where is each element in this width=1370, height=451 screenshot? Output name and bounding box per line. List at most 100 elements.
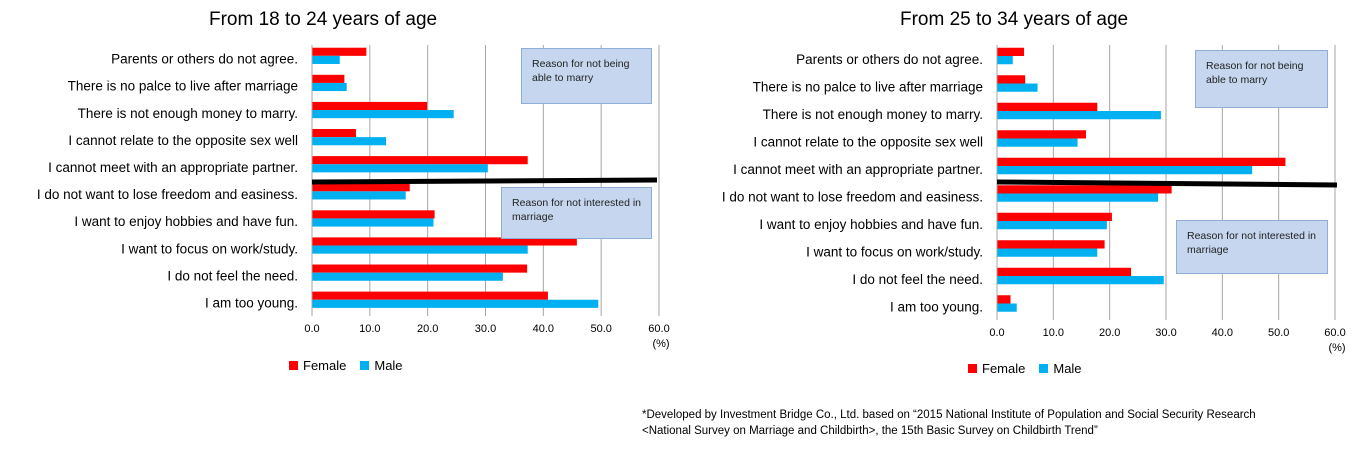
annotation-unable-to-marry: Reason for not being able to marry (1195, 50, 1328, 108)
category-label-i-cannot-meet-with-an-appropriate-partner: I cannot meet with an appropriate partne… (48, 160, 298, 175)
bar-male-1 (312, 55, 340, 64)
bar-male-1 (997, 56, 1013, 65)
x-tick-label: 50.0 (590, 323, 611, 335)
bar-male-4 (312, 137, 387, 146)
bar-male-4 (997, 138, 1078, 147)
legend-swatch-male (360, 361, 370, 370)
x-tick-label: 40.0 (533, 323, 554, 335)
category-label-parents-or-others-do-not-agree: Parents or others do not agree. (111, 52, 298, 67)
bar-male-2 (312, 82, 347, 92)
category-label-parents-or-others-do-not-agree: Parents or others do not agree. (796, 52, 983, 67)
x-tick-label: 60.0 (1324, 327, 1345, 339)
bar-female-5 (312, 156, 528, 165)
x-tick-label: 10.0 (359, 323, 380, 335)
category-label-there-is-no-palce-to-live-after-marriage: There is no palce to live after marriage (753, 79, 983, 94)
chart-panel-25-34: From 25 to 34 years of age 0.0 10.0 20.0 30… (685, 0, 1370, 400)
annotation-not-interested: Reason for not interested in marriage (1176, 220, 1328, 274)
bar-female-2 (312, 74, 345, 83)
bar-female-1 (312, 47, 367, 56)
category-label-i-cannot-relate-to-the-opposite-sex-well: I cannot relate to the opposite sex well (68, 133, 298, 148)
category-label-i-want-to-enjoy-hobbies-and-have-fun: I want to enjoy hobbies and have fun. (74, 214, 298, 229)
x-tick-label: 10.0 (1043, 327, 1064, 339)
bar-male-7 (997, 221, 1107, 230)
chart-plot-18-24: 0.0 10.0 20.0 30.0 40.0 50.0 60.0 (%) Parents or… (37, 45, 670, 350)
x-tick-label: 0.0 (989, 327, 1004, 339)
source-note: *Developed by Investment Bridge Co., Ltd… (642, 407, 1256, 439)
legend-label-male: Male (1053, 361, 1082, 376)
bar-female-4 (312, 129, 356, 138)
bar-female-10 (997, 295, 1011, 304)
category-label-there-is-not-enough-money-to-marry: There is not enough money to marry. (78, 106, 298, 121)
bar-female-3 (997, 102, 1098, 111)
bar-male-8 (312, 245, 528, 254)
bar-male-10 (997, 303, 1017, 312)
chart-legend: Female Male (289, 358, 403, 373)
bar-female-3 (312, 101, 428, 111)
bar-female-7 (997, 212, 1112, 221)
x-tick-label: 60.0 (648, 323, 669, 335)
source-note-line-2: <National Survey on Marriage and Childbi… (642, 425, 1098, 437)
chart-title: From 25 to 34 years of age (900, 9, 1129, 30)
bar-female-1 (997, 47, 1025, 56)
bar-female-9 (312, 264, 528, 273)
bar-female-9 (997, 267, 1132, 276)
bar-female-6 (312, 183, 410, 192)
category-label-i-cannot-meet-with-an-appropriate-partner: I cannot meet with an appropriate partne… (733, 162, 983, 177)
x-tick-label: 0.0 (304, 323, 319, 335)
category-label-there-is-no-palce-to-live-after-marriage: There is no palce to live after marriage (68, 79, 298, 94)
bar-female-8 (997, 240, 1105, 249)
legend-swatch-female (289, 361, 298, 370)
bar-male-10 (312, 299, 599, 308)
bar-male-6 (997, 193, 1159, 202)
legend-item-female: Female (968, 361, 1025, 376)
bar-male-2 (997, 83, 1038, 92)
category-label-i-want-to-enjoy-hobbies-and-have-fun: I want to enjoy hobbies and have fun. (759, 217, 983, 232)
bar-female-7 (312, 210, 435, 219)
annotation-unable-to-marry: Reason for not being able to marry (521, 48, 652, 104)
category-label-i-want-to-focus-on-work-study: I want to focus on work/study. (121, 241, 298, 256)
x-unit-label: (%) (652, 338, 669, 350)
chart-panel-18-24: From 18 to 24 years of age 0.0 10.0 20.0 30… (0, 0, 685, 400)
x-tick-label: 20.0 (417, 323, 438, 335)
bar-male-5 (997, 166, 1253, 175)
bar-female-2 (997, 75, 1026, 84)
legend-item-male: Male (360, 358, 403, 373)
bar-female-4 (997, 130, 1087, 139)
x-tick-label: 50.0 (1268, 327, 1289, 339)
bar-male-9 (997, 276, 1164, 285)
category-label-there-is-not-enough-money-to-marry: There is not enough money to marry. (763, 107, 983, 122)
category-label-i-do-not-feel-the-need: I do not feel the need. (852, 272, 983, 287)
bar-female-10 (312, 291, 548, 300)
legend-swatch-female (968, 364, 977, 373)
category-label-i-do-not-want-to-lose-freedom-and-easiness: I do not want to lose freedom and easine… (722, 189, 983, 204)
annotation-not-interested: Reason for not interested in marriage (501, 187, 652, 239)
bar-male-7 (312, 218, 434, 227)
chart-title: From 18 to 24 years of age (209, 9, 438, 30)
chart-plot-25-34: 0.0 10.0 20.0 30.0 40.0 50.0 60.0 (%) Parents or… (722, 45, 1346, 354)
bar-male-3 (997, 111, 1161, 120)
x-unit-label: (%) (1328, 342, 1345, 354)
group-divider-line (311, 177, 658, 185)
bar-male-9 (312, 272, 503, 281)
bar-female-5 (997, 157, 1286, 166)
bar-female-6 (997, 185, 1172, 194)
legend-swatch-male (1039, 364, 1049, 373)
bar-female-8 (312, 237, 577, 246)
x-tick-label: 30.0 (1155, 327, 1176, 339)
category-label-i-cannot-relate-to-the-opposite-sex-well: I cannot relate to the opposite sex well (753, 134, 983, 149)
x-tick-label: 30.0 (475, 323, 496, 335)
x-tick-label: 40.0 (1212, 327, 1233, 339)
chart-legend: Female Male (968, 361, 1082, 376)
legend-label-male: Male (374, 358, 403, 373)
x-tick-label: 20.0 (1099, 327, 1120, 339)
category-label-i-am-too-young: I am too young. (890, 299, 983, 314)
legend-item-male: Male (1039, 361, 1082, 376)
bar-male-5 (312, 164, 488, 173)
group-divider-line (996, 179, 1338, 188)
legend-label-female: Female (303, 358, 347, 373)
source-note-line-1: *Developed by Investment Bridge Co., Ltd… (642, 409, 1256, 421)
category-label-i-am-too-young: I am too young. (205, 295, 298, 310)
category-label-i-want-to-focus-on-work-study: I want to focus on work/study. (806, 244, 983, 259)
category-label-i-do-not-want-to-lose-freedom-and-easiness: I do not want to lose freedom and easine… (37, 187, 298, 202)
bar-male-6 (312, 191, 406, 200)
